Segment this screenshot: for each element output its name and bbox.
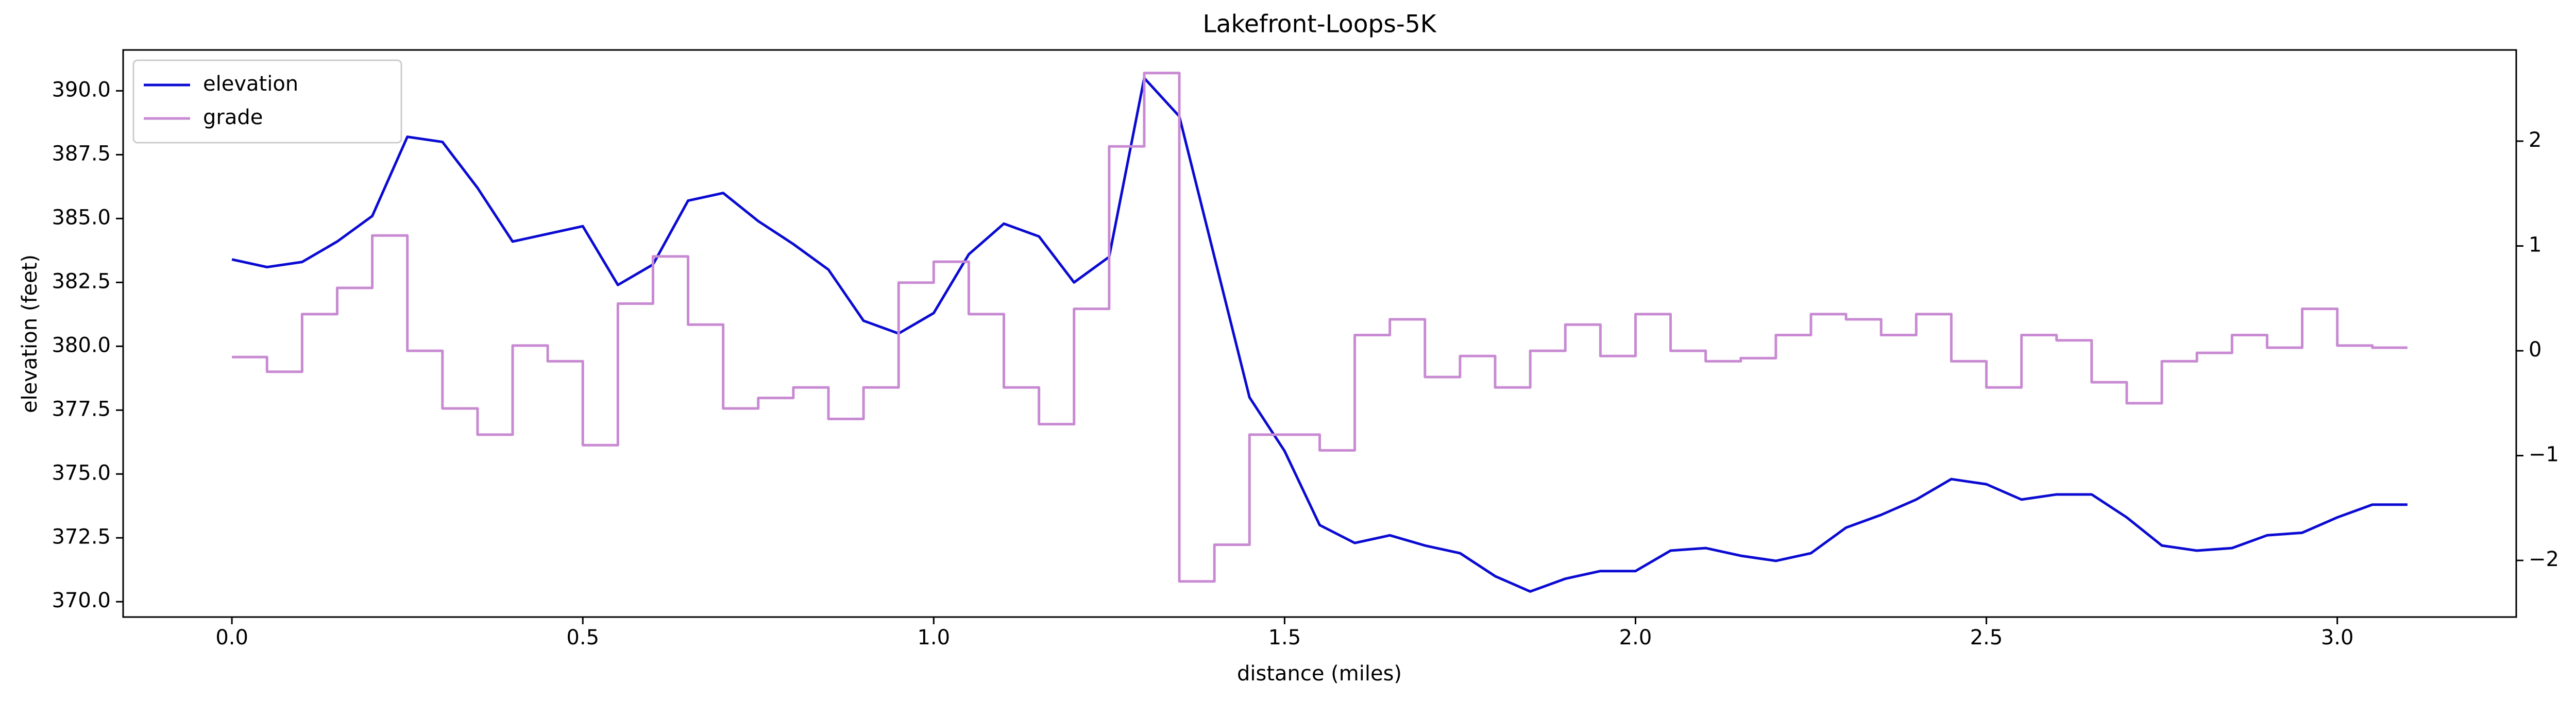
x-tick-label: 1.0 bbox=[917, 626, 950, 649]
y-tick-label: 380.0 bbox=[52, 333, 111, 357]
x-tick-label: 2.0 bbox=[1619, 626, 1652, 649]
y2-tick-label: 0 bbox=[2529, 338, 2541, 362]
x-tick-label: 0.5 bbox=[566, 626, 599, 649]
x-axis-label: distance (miles) bbox=[1237, 662, 1402, 686]
chart-title: Lakefront-Loops-5K bbox=[1202, 10, 1436, 39]
series-line bbox=[232, 72, 2408, 583]
legend-label: grade bbox=[203, 106, 263, 129]
y-tick-label: 387.5 bbox=[52, 142, 111, 165]
y-tick-label: 372.5 bbox=[52, 525, 111, 549]
x-tick-label: 1.5 bbox=[1268, 626, 1301, 649]
y-tick-label: 385.0 bbox=[52, 206, 111, 229]
y2-axis-label: grade (%) bbox=[2573, 283, 2576, 385]
legend-box bbox=[132, 59, 402, 144]
y2-tick-label: 1 bbox=[2529, 233, 2541, 257]
legend: elevation grade bbox=[132, 59, 402, 144]
x-tick-label: 0.0 bbox=[215, 626, 248, 649]
x-tick-label: 2.5 bbox=[1970, 626, 2003, 649]
y2-tick-label: 2 bbox=[2529, 128, 2541, 152]
y-axis-label: elevation (feet) bbox=[18, 254, 42, 413]
plot-frame bbox=[122, 49, 2517, 618]
series-line bbox=[231, 77, 2408, 593]
y-tick-label: 390.0 bbox=[52, 78, 111, 101]
y-tick-label: 382.5 bbox=[52, 269, 111, 293]
x-tick-label: 3.0 bbox=[2321, 626, 2354, 649]
y2-tick-label: −1 bbox=[2529, 443, 2559, 467]
y2-tick-label: −2 bbox=[2529, 548, 2559, 571]
y-tick-label: 375.0 bbox=[52, 461, 111, 485]
y-tick-label: 377.5 bbox=[52, 397, 111, 421]
legend-label: elevation bbox=[203, 72, 298, 96]
y-tick-label: 370.0 bbox=[52, 589, 111, 612]
